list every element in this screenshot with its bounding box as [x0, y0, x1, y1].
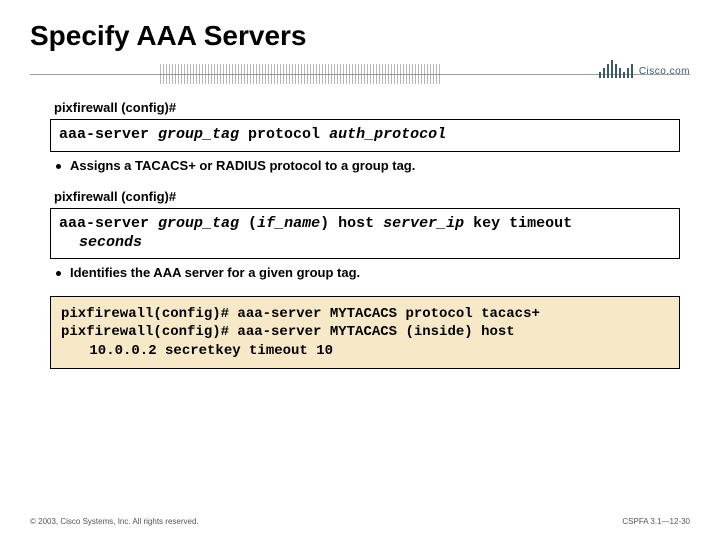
cisco-logo-bars: [599, 60, 633, 78]
cmd2-var3: server_ip: [383, 215, 464, 232]
slide-number: CSPFA 3.1—12-30: [622, 517, 690, 526]
footer: © 2003, Cisco Systems, Inc. All rights r…: [30, 517, 690, 526]
cisco-logo-text: Cisco.com: [639, 66, 690, 78]
example-line-3: 10.0.0.2 secretkey timeout 10: [61, 342, 669, 360]
command-box-1: aaa-server group_tag protocol auth_proto…: [50, 119, 680, 152]
slide: Specify AAA Servers Cisco.com pixfirewal…: [0, 0, 720, 540]
bullet-2: Identifies the AAA server for a given gr…: [56, 265, 680, 280]
cmd1-kw1: aaa-server: [59, 126, 158, 143]
cmd2-kw3: ) host: [320, 215, 383, 232]
cmd1-var2: auth_protocol: [329, 126, 446, 143]
cmd2-kw2: (: [239, 215, 257, 232]
divider: Cisco.com: [30, 60, 690, 90]
example-line-2: pixfirewall(config)# aaa-server MYTACACS…: [61, 323, 669, 341]
cmd2-kw1: aaa-server: [59, 215, 158, 232]
command-box-2: aaa-server group_tag (if_name) host serv…: [50, 208, 680, 260]
prompt-2: pixfirewall (config)#: [50, 189, 680, 204]
divider-hatch: [160, 64, 440, 84]
bullet-1: Assigns a TACACS+ or RADIUS protocol to …: [56, 158, 680, 173]
example-line-3-text: 10.0.0.2 secretkey timeout 10: [81, 343, 333, 359]
cmd2-var4: seconds: [79, 234, 142, 251]
prompt-1: pixfirewall (config)#: [50, 100, 680, 115]
copyright-text: © 2003, Cisco Systems, Inc. All rights r…: [30, 517, 199, 526]
cmd1-kw2: protocol: [239, 126, 329, 143]
content: pixfirewall (config)# aaa-server group_t…: [30, 100, 690, 369]
cisco-logo: Cisco.com: [599, 60, 690, 78]
slide-title: Specify AAA Servers: [30, 20, 690, 52]
cmd2-var2: if_name: [257, 215, 320, 232]
example-line-1: pixfirewall(config)# aaa-server MYTACACS…: [61, 305, 669, 323]
cmd1-var1: group_tag: [158, 126, 239, 143]
cmd2-var1: group_tag: [158, 215, 239, 232]
cmd2-kw4: key timeout: [464, 215, 572, 232]
example-box: pixfirewall(config)# aaa-server MYTACACS…: [50, 296, 680, 369]
